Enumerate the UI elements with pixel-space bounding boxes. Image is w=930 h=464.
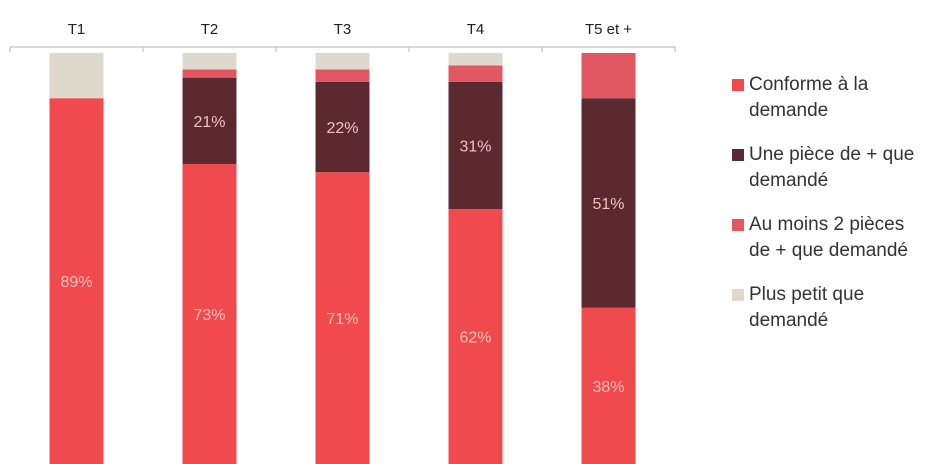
bar-segment bbox=[182, 53, 237, 70]
legend-label-deux-pieces: Au moins 2 pièces de + que demandé bbox=[749, 214, 908, 261]
legend-label-une-piece: Une pièce de + que demandé bbox=[749, 144, 915, 191]
stacked-bar-chart: T1 89% T2 73% 21% T3 71% 22% T4 62% 31% T5 et + 38% 5… bbox=[9, 21, 676, 464]
bar-segment bbox=[448, 81, 503, 210]
bar-segment bbox=[315, 172, 370, 464]
legend-label-plus-petit: Plus petit que demandé bbox=[749, 284, 865, 331]
legend-swatch-une-piece bbox=[732, 149, 744, 161]
data-label: 62% bbox=[459, 330, 491, 347]
legend-item-deux-pieces: Au moins 2 pièces de + que demandé bbox=[732, 212, 927, 264]
data-label: 73% bbox=[193, 307, 225, 324]
category-label: T1 bbox=[68, 21, 86, 38]
bar-segment bbox=[581, 307, 636, 464]
bar-segment bbox=[49, 53, 104, 99]
bar-segment bbox=[182, 69, 237, 78]
bar-segment bbox=[448, 209, 503, 464]
legend-swatch-deux-pieces bbox=[732, 219, 744, 231]
legend-item-une-piece: Une pièce de + que demandé bbox=[732, 142, 927, 194]
legend: Conforme à la demande Une pièce de + que… bbox=[732, 72, 927, 352]
bar-segment bbox=[448, 65, 503, 82]
category-label: T3 bbox=[334, 21, 352, 38]
bar-segment bbox=[182, 163, 237, 464]
bar-segment bbox=[315, 53, 370, 70]
bar-segment bbox=[49, 98, 104, 464]
bar-segment bbox=[315, 81, 370, 173]
bar-segment bbox=[448, 53, 503, 66]
bar-segment bbox=[182, 77, 237, 164]
legend-swatch-plus-petit bbox=[732, 289, 744, 301]
data-label: 38% bbox=[592, 379, 624, 396]
legend-label-conforme: Conforme à la demande bbox=[749, 74, 869, 121]
data-label: 89% bbox=[60, 274, 92, 291]
category-label: T5 et + bbox=[585, 21, 632, 38]
legend-swatch-conforme bbox=[732, 79, 744, 91]
data-label: 71% bbox=[326, 311, 358, 328]
legend-item-plus-petit: Plus petit que demandé bbox=[732, 282, 927, 334]
category-label: T2 bbox=[201, 21, 219, 38]
bar-segment bbox=[581, 98, 636, 308]
legend-item-conforme: Conforme à la demande bbox=[732, 72, 927, 124]
bar-segment bbox=[581, 53, 636, 99]
category-label: T4 bbox=[467, 21, 485, 38]
bar-segment bbox=[315, 69, 370, 82]
data-label: 51% bbox=[592, 196, 624, 213]
data-label: 22% bbox=[326, 120, 358, 137]
data-label: 31% bbox=[459, 138, 491, 155]
data-label: 21% bbox=[193, 114, 225, 131]
